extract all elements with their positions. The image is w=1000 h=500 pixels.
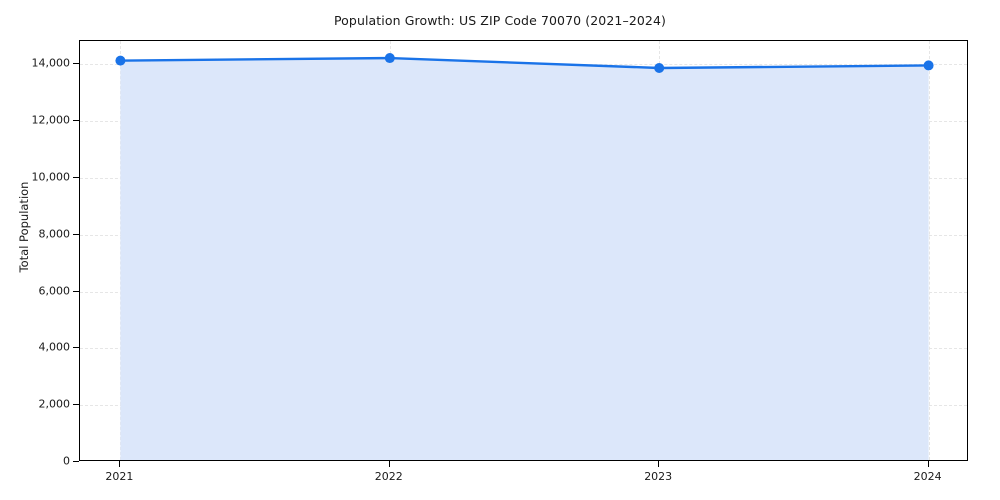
data-point-marker [923,60,934,71]
x-axis-tick-mark [119,461,121,467]
y-axis-tick-label: 4,000 [38,340,71,354]
data-point-markers [115,53,934,73]
x-axis-tick-mark [388,461,390,467]
y-axis-tick-label: 6,000 [38,284,71,298]
x-axis-tick-label: 2021 [105,470,134,483]
data-point-marker [115,55,126,66]
gridline-vertical [928,41,930,460]
x-axis-tick-mark [927,461,929,467]
y-axis-tick-label: 12,000 [31,113,71,127]
y-axis-tick-mark [73,404,79,406]
chart-title: Population Growth: US ZIP Code 70070 (20… [333,13,667,28]
y-axis-tick-label: 14,000 [31,56,71,70]
line-path [119,56,930,70]
y-axis-tick-mark [73,233,79,235]
x-axis-tick-label: 2024 [913,470,942,483]
y-axis-tick-mark [73,120,79,122]
data-point-marker [384,53,395,64]
x-axis-tick-label: 2023 [644,470,673,483]
data-point-marker [654,62,665,73]
data-series-layer [115,53,934,460]
y-axis-tick-label: 2,000 [38,397,71,411]
y-axis-tick-mark [73,63,79,65]
y-axis-tick-mark [73,176,79,178]
y-axis-tick-label: 0 [63,454,70,468]
y-axis-tick-mark [73,290,79,292]
y-axis-tick-label: 8,000 [38,227,71,241]
y-axis-tick-mark [73,347,79,349]
x-axis-tick-label: 2022 [374,470,403,483]
x-axis-tick-mark [658,461,660,467]
plot-area [79,40,968,461]
y-axis-tick-mark [73,461,79,462]
y-axis-tick-label: 10,000 [31,170,71,184]
area-fill [120,58,929,460]
y-axis-tick-labels: 0 2,000 4,000 6,000 8,000 10,000 12,000 14,000 [0,0,79,500]
